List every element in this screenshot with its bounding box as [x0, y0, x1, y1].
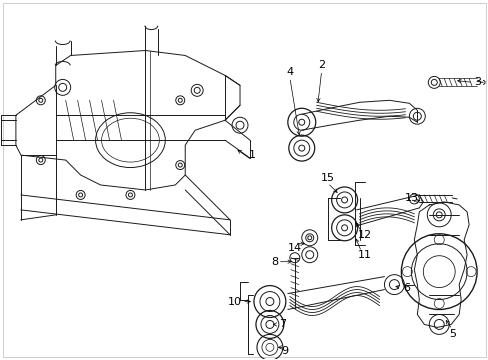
- Text: 5: 5: [448, 329, 455, 339]
- Text: 7: 7: [279, 319, 286, 329]
- Text: 15: 15: [320, 173, 334, 183]
- Text: 11: 11: [357, 250, 371, 260]
- Text: 6: 6: [402, 283, 409, 293]
- Text: 8: 8: [271, 257, 278, 267]
- Text: 9: 9: [281, 346, 288, 356]
- Text: 13: 13: [404, 193, 418, 203]
- Text: 1: 1: [248, 150, 255, 160]
- Text: 10: 10: [227, 297, 242, 306]
- Text: 12: 12: [357, 230, 371, 240]
- Text: 4: 4: [285, 67, 293, 77]
- Text: 14: 14: [287, 243, 301, 253]
- Text: 2: 2: [318, 60, 325, 71]
- Text: 3: 3: [474, 77, 481, 87]
